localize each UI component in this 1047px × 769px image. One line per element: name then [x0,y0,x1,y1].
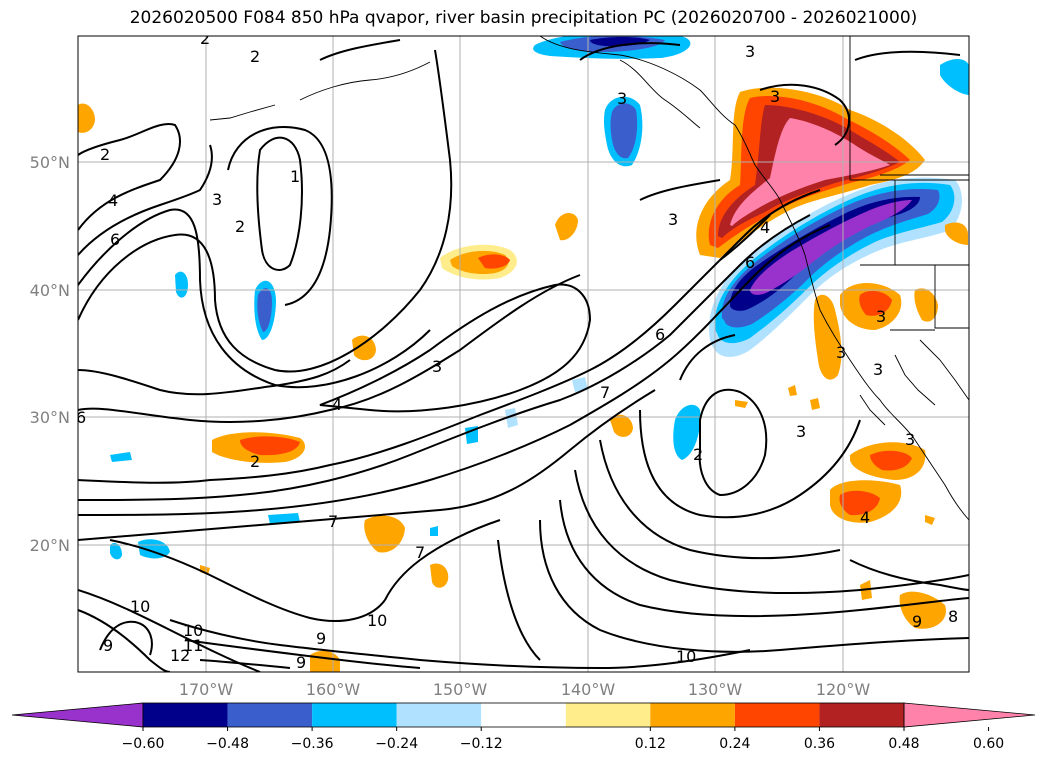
contour-label: 10 [130,597,150,616]
colorbar [11,702,1036,728]
colorbar-tick-label: 0.36 [804,736,835,752]
contour-label: 3 [836,343,846,362]
colorbar-swatch [396,703,482,727]
colorbar-tick-label: −0.12 [460,736,503,752]
contour-label: 4 [108,191,118,210]
contour-label: 10 [676,647,696,666]
contour-label: 2 [693,445,703,464]
colorbar-swatch [819,703,904,727]
colorbar-tick-label: 0.12 [635,736,666,752]
colorbar-tick-label: 0.48 [888,736,919,752]
contour-label: 3 [876,307,886,326]
contour-label: 7 [415,543,425,562]
contour-label: 4 [760,218,770,237]
coastlines [209,36,969,521]
contour-label: 11 [183,636,203,655]
contour-labels: 2 2 2 1 2 3 4 6 3 3 3 3 3 6 3 4 7 6 2 2 … [76,29,958,672]
contour-label: 2 [250,452,260,471]
colorbar-ticks: −0.60 −0.48 −0.36 −0.24 −0.12 0.12 0.24 0.36 0.4… [122,727,1004,752]
colorbar-swatch [227,703,313,727]
colorbar-swatch [481,703,566,727]
contour-label: 3 [905,430,915,449]
contour-label: 3 [796,422,806,441]
lon-label-160w: 160°W [306,680,361,699]
colorbar-swatch [312,703,397,727]
longitude-labels: 170°W 160°W 150°W 140°W 130°W 120°W [179,680,871,699]
graticule [78,36,969,672]
contour-label: 8 [948,607,958,626]
contour-label: 12 [170,646,190,665]
lon-label-150w: 150°W [433,680,488,699]
colorbar-tick-label: −0.60 [122,736,165,752]
contour-label: 3 [668,210,678,229]
colorbar-swatch [143,703,228,727]
lat-label-30n: 30°N [30,408,70,427]
contour-label: 4 [860,508,870,527]
colorbar-tick-label: 0.60 [973,736,1004,752]
contour-label: 3 [745,42,755,61]
contour-label: 9 [296,653,306,672]
colorbar-tick-label: −0.36 [291,736,334,752]
lon-label-140w: 140°W [561,680,616,699]
contour-label: 6 [110,230,120,249]
map-title: 2026020500 F084 850 hPa qvapor, river ba… [129,8,918,28]
contour-label: 7 [600,383,610,402]
contour-label: 3 [873,360,883,379]
contour-label: 9 [316,629,326,648]
map-border [77,35,970,673]
colorbar-extend-max [903,702,1036,728]
contour-label: 6 [745,253,755,272]
lat-label-40n: 40°N [30,281,70,300]
contour-label: 9 [912,612,922,631]
contour-label: 1 [290,167,300,186]
contour-label: 3 [432,357,442,376]
lat-label-20n: 20°N [30,536,70,555]
contour-label: 10 [183,621,203,640]
contour-label: 3 [770,87,780,106]
contour-label: 2 [100,145,110,164]
colorbar-tick-label: −0.24 [375,736,418,752]
contour-label: 7 [328,512,338,531]
contour-label: 9 [103,636,113,655]
contour-label: 2 [235,217,245,236]
colorbar-extend-min [11,702,144,728]
contour-label: 4 [332,395,342,414]
colorbar-swatch [734,703,820,727]
lon-label-130w: 130°W [688,680,743,699]
colorbar-swatch [565,703,651,727]
lon-label-120w: 120°W [816,680,871,699]
contour-label: 3 [212,190,222,209]
colorbar-swatch [650,703,735,727]
colorbar-tick-label: 0.24 [719,736,750,752]
contour-label: 2 [200,29,210,48]
colorbar-frame [142,702,905,728]
contour-label: 2 [250,47,260,66]
contour-label: 10 [367,611,387,630]
precip-pc-fill [78,36,969,672]
lat-label-50n: 50°N [30,153,70,172]
contour-label: 6 [655,325,665,344]
qvapor-contours [78,39,969,672]
colorbar-tick-label: −0.48 [206,736,249,752]
lon-label-170w: 170°W [179,680,234,699]
contour-label: 6 [76,408,86,427]
latitude-labels: 50°N 40°N 30°N 20°N [30,153,70,555]
contour-label: 3 [617,89,627,108]
